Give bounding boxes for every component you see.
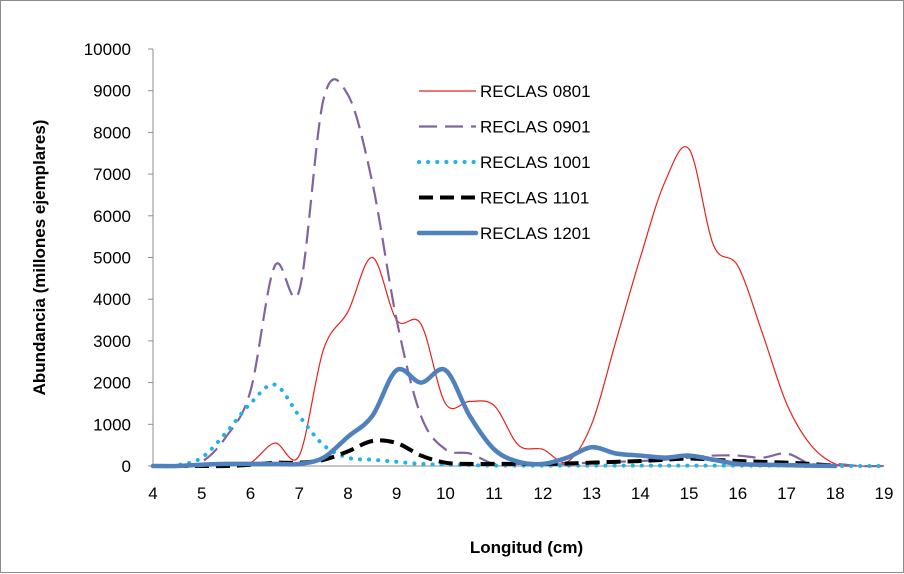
x-tick-label: 11: [485, 484, 503, 503]
legend-label-reclas-1101: RECLAS 1101: [480, 189, 589, 208]
x-tick-label: 17: [777, 484, 796, 503]
y-tick-label: 1000: [93, 415, 131, 434]
y-tick-label: 4000: [93, 290, 131, 309]
x-tick-label: 10: [436, 484, 455, 503]
y-tick-label: 5000: [93, 249, 131, 268]
legend-label-reclas-0801: RECLAS 0801: [480, 82, 591, 101]
series-line-reclas-1201: [150, 366, 838, 469]
legend-label-reclas-1001: RECLAS 1001: [480, 153, 591, 172]
y-tick-label: 7000: [93, 165, 131, 184]
series-line-reclas-0801: [152, 146, 885, 467]
x-tick-label: 16: [728, 484, 747, 503]
series-line-reclas-0901: [152, 78, 885, 468]
x-tick-label: 9: [392, 484, 401, 503]
x-axis-title: Longitud (cm): [470, 538, 583, 557]
x-tick-label: 18: [826, 484, 845, 503]
x-tick-label: 13: [582, 484, 601, 503]
series-line-reclas-1001: [151, 382, 886, 469]
x-tick-label: 7: [294, 484, 303, 503]
y-tick-label: 6000: [93, 207, 131, 226]
y-tick-label: 8000: [93, 123, 131, 142]
legend-label-reclas-1201: RECLAS 1201: [480, 224, 591, 243]
x-tick-label: 4: [148, 484, 157, 503]
x-tick-label: 15: [680, 484, 699, 503]
x-tick-label: 5: [197, 484, 206, 503]
y-tick-label: 0: [122, 457, 131, 476]
x-tick-label: 14: [631, 484, 650, 503]
y-tick-label: 2000: [93, 374, 131, 393]
x-tick-label: 12: [533, 484, 552, 503]
x-tick-label: 6: [246, 484, 255, 503]
y-tick-label: 9000: [93, 82, 131, 101]
x-tick-label: 8: [343, 484, 352, 503]
y-tick-label: 3000: [93, 332, 131, 351]
legend-label-reclas-0901: RECLAS 0901: [480, 118, 591, 137]
y-tick-label: 10000: [84, 40, 131, 59]
y-axis-title: Abundancia (millones ejemplares): [30, 120, 49, 396]
x-tick-label: 19: [875, 484, 894, 503]
